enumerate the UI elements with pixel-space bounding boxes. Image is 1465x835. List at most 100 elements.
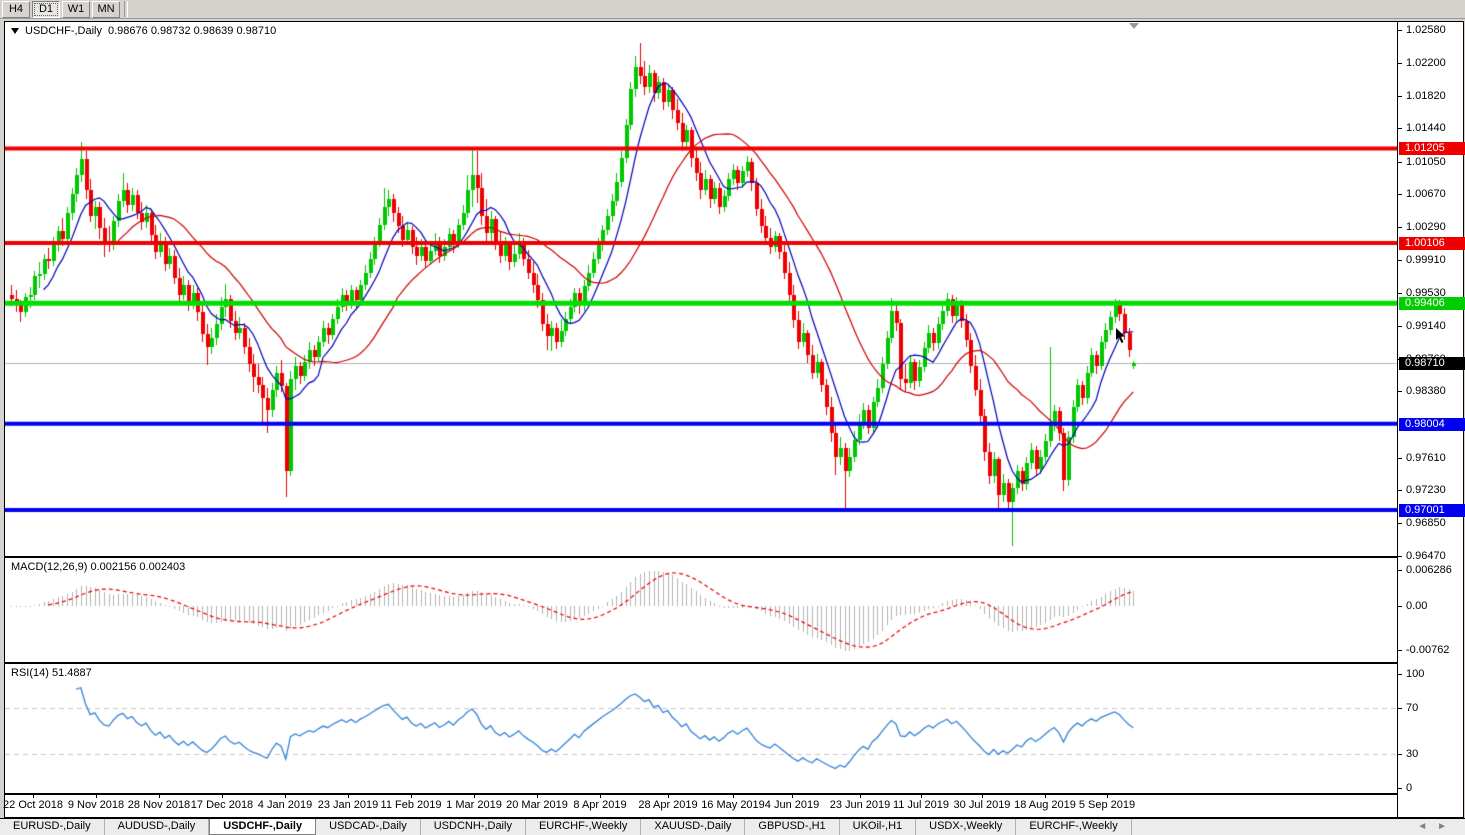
- chart-tab-audusd-daily[interactable]: AUDUSD-,Daily: [105, 819, 210, 835]
- axis-tick: [1398, 63, 1402, 64]
- chart-tab-usdcnh-daily[interactable]: USDCNH-,Daily: [421, 819, 526, 835]
- price-chart-canvas[interactable]: [5, 22, 1397, 556]
- price-axis-label: 1.00290: [1406, 221, 1446, 233]
- axis-tick: [1398, 674, 1402, 675]
- axis-tick: [1398, 30, 1402, 31]
- tab-scroll-left-icon[interactable]: ◄: [1417, 821, 1438, 832]
- chart-title: USDCHF-,Daily 0.98676 0.98732 0.98639 0.…: [11, 25, 276, 37]
- chart-tab-eurusd-daily[interactable]: EURUSD-,Daily: [0, 819, 105, 835]
- timeframe-button-d1[interactable]: D1: [32, 1, 60, 18]
- time-axis-label: 28 Apr 2019: [638, 799, 698, 811]
- time-axis-tick: [792, 795, 793, 798]
- axis-tick: [1398, 458, 1402, 459]
- time-axis-label: 20 Mar 2019: [506, 799, 568, 811]
- toolbar-separator: [124, 1, 128, 17]
- macd-pane: MACD(12,26,9) 0.002156 0.002403: [5, 558, 1397, 664]
- time-axis-label: 1 Mar 2019: [446, 799, 502, 811]
- time-axis-label: 23 Jun 2019: [829, 799, 891, 811]
- chart-ohlc-values: 0.98676 0.98732 0.98639 0.98710: [108, 25, 277, 37]
- price-axis-label: 0.96470: [1406, 550, 1446, 562]
- timeframe-button-h4[interactable]: H4: [2, 1, 30, 18]
- axis-tick: [1398, 606, 1402, 607]
- time-axis-label: 4 Jun 2019: [764, 799, 820, 811]
- time-axis-label: 9 Nov 2018: [67, 799, 125, 811]
- price-axis-label: 0.97610: [1406, 452, 1446, 464]
- axis-tick: [1398, 162, 1402, 163]
- time-axis-tick: [860, 795, 861, 798]
- timeframe-button-mn[interactable]: MN: [92, 1, 120, 18]
- price-level-badge: 1.01205: [1399, 142, 1465, 155]
- time-axis-label: 11 Jul 2019: [892, 799, 950, 811]
- axis-tick: [1398, 708, 1402, 709]
- axis-tick: [1398, 260, 1402, 261]
- axis-tick: [1398, 788, 1402, 789]
- price-axis-label: 0.98380: [1406, 385, 1446, 397]
- axis-tick: [1398, 490, 1402, 491]
- rsi-canvas[interactable]: [5, 664, 1397, 793]
- chart-window: USDCHF-,Daily 0.98676 0.98732 0.98639 0.…: [3, 21, 1465, 818]
- axis-tick: [1398, 650, 1402, 651]
- axis-tick: [1398, 293, 1402, 294]
- axis-tick: [1398, 391, 1402, 392]
- chart-tab-usdcad-daily[interactable]: USDCAD-,Daily: [316, 819, 421, 835]
- time-axis-label: 5 Sep 2019: [1078, 799, 1136, 811]
- rsi-axis-label: 100: [1406, 668, 1425, 680]
- tab-scroll-right-icon[interactable]: ►: [1437, 821, 1457, 832]
- macd-label: MACD(12,26,9) 0.002156 0.002403: [11, 561, 186, 573]
- price-axis: 1.02580 1.02200 1.01820 1.01440 1.01050 1.006…: [1397, 22, 1465, 817]
- price-axis-label: 0.99910: [1406, 254, 1446, 266]
- chart-tab-ukoil-h1[interactable]: UKOil-,H1: [840, 819, 917, 835]
- time-axis-label: 22 Oct 2018: [3, 799, 63, 811]
- chart-tab-eurchf-weekly[interactable]: EURCHF-,Weekly: [1016, 819, 1132, 835]
- price-axis-label: 1.02200: [1406, 57, 1446, 69]
- time-axis-tick: [33, 795, 34, 798]
- price-axis-label: 1.01050: [1406, 156, 1446, 168]
- price-axis-label: 1.00670: [1406, 188, 1446, 200]
- chart-tab-usdx-weekly[interactable]: USDX-,Weekly: [916, 819, 1017, 835]
- price-level-badge: 0.98710: [1399, 357, 1465, 370]
- axis-tick: [1398, 570, 1402, 571]
- chart-tab-xauusd-daily[interactable]: XAUUSD-,Daily: [641, 819, 746, 835]
- rsi-axis-label: 0: [1406, 782, 1413, 794]
- chart-tab-usdchf-daily[interactable]: USDCHF-,Daily: [209, 819, 317, 835]
- time-axis-tick: [537, 795, 538, 798]
- price-level-badge: 0.98004: [1399, 418, 1465, 431]
- chart-tab-eurchf-weekly[interactable]: EURCHF-,Weekly: [526, 819, 642, 835]
- time-axis-label: 23 Jan 2019: [317, 799, 379, 811]
- time-axis-tick: [411, 795, 412, 798]
- time-axis-tick: [222, 795, 223, 798]
- price-axis-label: 0.99530: [1406, 287, 1446, 299]
- rsi-axis-label: 70: [1406, 702, 1419, 714]
- time-axis-tick: [1045, 795, 1046, 798]
- axis-tick: [1398, 227, 1402, 228]
- rsi-label: RSI(14) 51.4887: [11, 667, 92, 679]
- price-axis-label: 0.97230: [1406, 484, 1446, 496]
- price-level-badge: 0.99406: [1399, 297, 1465, 310]
- time-axis-label: 16 May 2019: [701, 799, 765, 811]
- rsi-pane: RSI(14) 51.4887: [5, 664, 1397, 795]
- time-axis-tick: [96, 795, 97, 798]
- time-axis-label: 30 Jul 2019: [953, 799, 1011, 811]
- time-axis-tick: [921, 795, 922, 798]
- timeframe-toolbar: H4 D1 W1 MN: [0, 0, 1465, 19]
- time-axis-label: 28 Nov 2018: [127, 799, 191, 811]
- chart-collapse-icon[interactable]: [11, 28, 19, 34]
- price-pane: USDCHF-,Daily 0.98676 0.98732 0.98639 0.…: [5, 22, 1397, 558]
- time-axis-tick: [668, 795, 669, 798]
- time-axis-tick: [1107, 795, 1108, 798]
- time-axis-label: 17 Dec 2018: [190, 799, 254, 811]
- chart-tab-bar: ◄► EURUSD-,Daily AUDUSD-,Daily USDCHF-,Dai…: [0, 818, 1465, 835]
- time-axis: 22 Oct 2018 9 Nov 2018 28 Nov 2018 17 Dec 2…: [3, 795, 1397, 817]
- time-axis-tick: [285, 795, 286, 798]
- axis-tick: [1398, 128, 1402, 129]
- chart-shift-marker-icon[interactable]: [1129, 23, 1139, 29]
- macd-axis-label: 0.00: [1406, 600, 1428, 612]
- time-axis-label: 18 Aug 2019: [1014, 799, 1076, 811]
- chart-symbol-label: USDCHF-,Daily: [25, 25, 102, 37]
- timeframe-button-w1[interactable]: W1: [62, 1, 90, 18]
- axis-tick: [1398, 523, 1402, 524]
- price-axis-label: 0.96850: [1406, 517, 1446, 529]
- macd-canvas[interactable]: [5, 558, 1397, 662]
- chart-tab-gbpusd-h1[interactable]: GBPUSD-,H1: [745, 819, 840, 835]
